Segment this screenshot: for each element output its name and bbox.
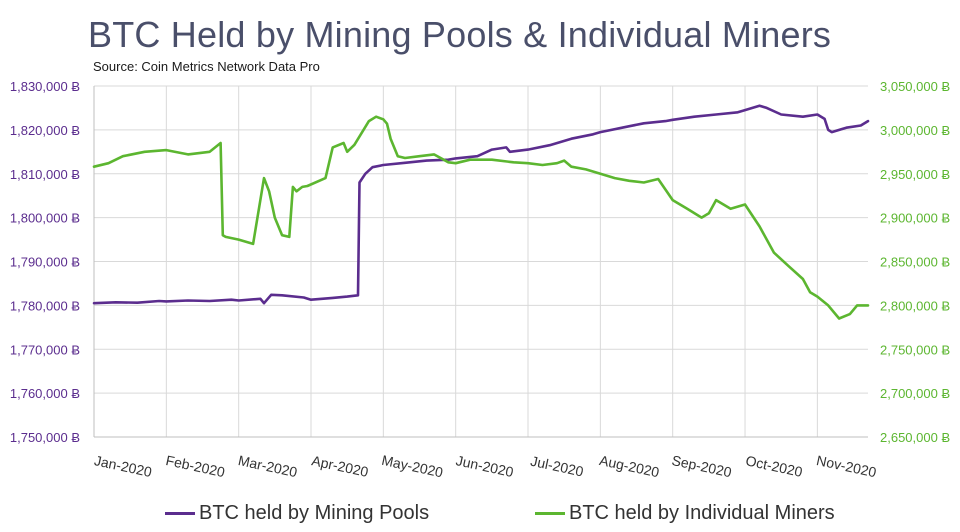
legend-label-miners: BTC held by Individual Miners <box>569 502 835 524</box>
legend-swatch-miners <box>535 512 565 515</box>
y-left-tick-label: 1,830,000 Ƀ <box>10 79 80 94</box>
x-tick-label: Jul-2020 <box>529 453 585 480</box>
legend: BTC held by Mining Pools BTC held by Ind… <box>0 502 960 532</box>
y-right-tick-label: 2,700,000 Ƀ <box>880 386 950 401</box>
x-tick-label: May-2020 <box>380 452 444 481</box>
y-right-tick-label: 3,000,000 Ƀ <box>880 123 950 138</box>
chart-title: BTC Held by Mining Pools & Individual Mi… <box>88 14 832 55</box>
legend-item-miners: BTC held by Individual Miners <box>535 502 835 525</box>
y-right-tick-label: 2,750,000 Ƀ <box>880 342 950 357</box>
y-left-tick-label: 1,810,000 Ƀ <box>10 167 80 182</box>
legend-label-pools: BTC held by Mining Pools <box>199 502 430 524</box>
legend-item-pools: BTC held by Mining Pools <box>165 502 429 525</box>
y-right-tick-label: 3,050,000 Ƀ <box>880 79 950 94</box>
chart-svg: 1,750,000 Ƀ 2,650,000 Ƀ 1,760,000 Ƀ 2,700,0… <box>10 79 950 481</box>
y-left-tick-label: 1,800,000 Ƀ <box>10 211 80 226</box>
x-tick-label: Feb-2020 <box>164 452 226 480</box>
y-right-tick-label: 2,900,000 Ƀ <box>880 211 950 226</box>
y-left-tick-label: 1,770,000 Ƀ <box>10 342 80 357</box>
y-right-tick-label: 2,650,000 Ƀ <box>880 430 950 445</box>
x-tick-label: Nov-2020 <box>815 452 878 480</box>
y-right-tick-label: 2,850,000 Ƀ <box>880 255 950 270</box>
legend-swatch-pools <box>165 512 195 515</box>
x-tick-label: Jun-2020 <box>455 452 516 480</box>
x-tick-label: Jan-2020 <box>93 452 154 480</box>
chart-source: Source: Coin Metrics Network Data Pro <box>93 59 320 74</box>
x-tick-label: Aug-2020 <box>598 452 661 480</box>
y-right-tick-label: 2,800,000 Ƀ <box>880 298 950 313</box>
y-left-tick-label: 1,780,000 Ƀ <box>10 298 80 313</box>
y-right-tick-label: 2,950,000 Ƀ <box>880 167 950 182</box>
x-tick-label: Sep-2020 <box>670 452 733 480</box>
x-tick-label: Apr-2020 <box>310 452 370 480</box>
y-left-tick-label: 1,750,000 Ƀ <box>10 430 80 445</box>
x-tick-label: Oct-2020 <box>744 452 804 480</box>
y-left-tick-label: 1,760,000 Ƀ <box>10 386 80 401</box>
y-left-tick-label: 1,790,000 Ƀ <box>10 255 80 270</box>
series-line-mining-pools <box>92 104 870 305</box>
x-tick-label: Mar-2020 <box>237 452 299 480</box>
series-line-individual-miners <box>92 115 870 320</box>
y-left-tick-label: 1,820,000 Ƀ <box>10 123 80 138</box>
